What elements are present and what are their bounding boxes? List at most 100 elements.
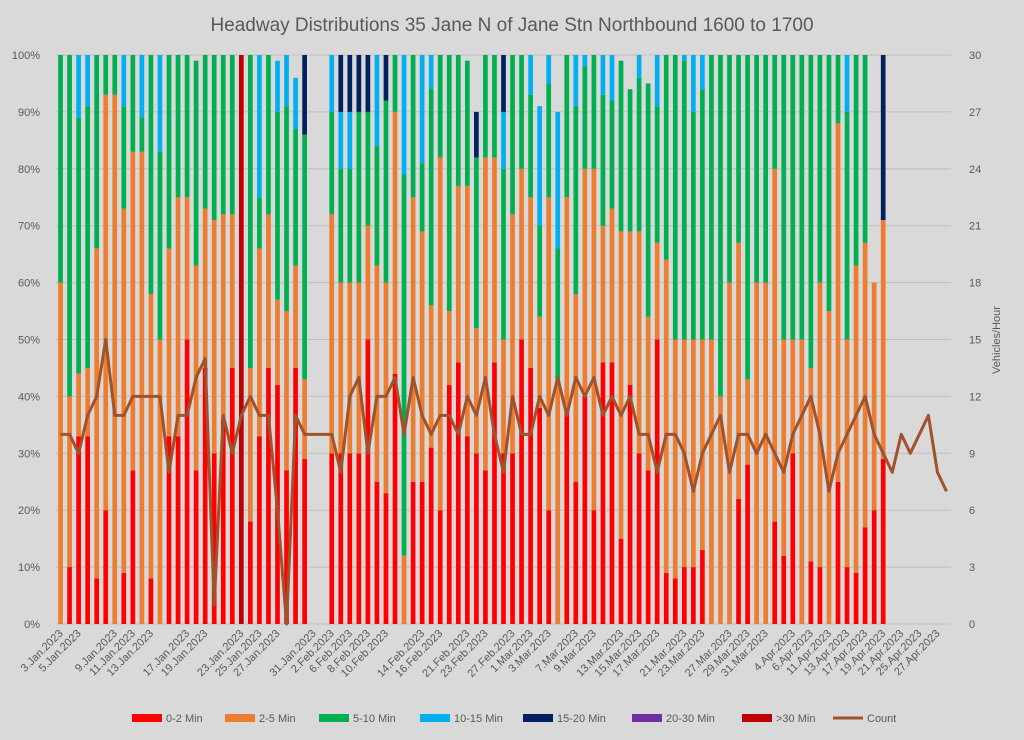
bar-segment <box>844 339 850 568</box>
bar-segment <box>419 163 425 232</box>
bar-segment <box>392 373 398 624</box>
bar-segment <box>157 55 163 152</box>
bar-segment <box>419 55 425 164</box>
legend-swatch <box>632 714 662 722</box>
bar-segment <box>347 453 353 624</box>
bar-segment <box>76 117 81 374</box>
bar-segment <box>202 55 208 209</box>
bar-segment <box>229 55 235 215</box>
bar-segment <box>555 248 561 386</box>
bar-segment <box>76 436 81 624</box>
bar-segment <box>148 578 154 624</box>
bar-segment <box>157 151 163 340</box>
bar-segment <box>329 111 335 215</box>
bar-segment <box>627 385 633 624</box>
y2-tick-label: 27 <box>969 107 981 119</box>
bar-segment <box>103 55 109 95</box>
bar-segment <box>211 453 217 624</box>
bar-segment <box>663 572 669 624</box>
bar-segment <box>157 339 163 624</box>
bar-segment <box>248 55 253 368</box>
bar-segment <box>266 367 271 624</box>
bar-segment <box>383 282 389 494</box>
bar-segment <box>474 453 479 624</box>
bar-segment <box>175 436 181 624</box>
bar-segment <box>419 231 425 482</box>
bar-segment <box>781 555 787 624</box>
bar-segment <box>193 60 199 266</box>
bar-segment <box>790 55 796 340</box>
bar-segment <box>600 55 606 95</box>
y-tick-label: 50% <box>18 335 40 347</box>
y2-tick-label: 24 <box>969 164 981 176</box>
bar-segment <box>121 572 127 624</box>
bar-segment <box>772 55 778 169</box>
bar-segment <box>383 55 389 101</box>
bar-segment <box>121 55 127 107</box>
bar-segment <box>293 265 298 368</box>
bar-segment <box>745 464 750 624</box>
chart-title: Headway Distributions 35 Jane N of Jane … <box>210 15 813 36</box>
bar-segment <box>799 339 805 624</box>
x-axis: 3.Jan.20235.Jan.20239.Jan.202311.Jan.202… <box>19 628 943 680</box>
bar-segment <box>446 55 452 312</box>
bar-segment <box>817 55 823 283</box>
bar-segment <box>175 55 181 198</box>
bar-segment <box>103 94 109 511</box>
bar-segment <box>745 379 750 465</box>
bar-segment <box>275 111 280 300</box>
bar-segment <box>853 55 859 266</box>
bar-segment <box>618 538 624 624</box>
bar-segment <box>564 407 570 624</box>
bar-segment <box>501 453 506 624</box>
bar-segment <box>573 293 579 482</box>
bar-segment <box>672 578 678 624</box>
bar-segment <box>437 510 443 624</box>
bar-segment <box>745 55 750 380</box>
bar-segment <box>483 157 488 471</box>
bar-segment <box>365 339 371 624</box>
bar-segment <box>709 339 714 624</box>
bar-segment <box>582 396 588 624</box>
bar-segment <box>790 339 796 454</box>
bar-segment <box>455 55 461 186</box>
bar-segment <box>844 55 850 112</box>
bar-segment <box>329 55 335 112</box>
y-tick-label: 60% <box>18 278 40 290</box>
bar-segment <box>148 293 154 579</box>
bar-segment <box>519 55 524 169</box>
bar-segment <box>718 396 723 624</box>
stacked-bars <box>58 55 886 625</box>
bar-segment <box>844 567 850 624</box>
bar-segment <box>763 282 769 624</box>
legend-swatch <box>225 714 255 722</box>
bar-segment <box>284 55 289 107</box>
bar-segment <box>446 311 452 386</box>
bar-segment <box>175 197 181 437</box>
bar-segment <box>736 498 741 624</box>
bar-segment <box>365 55 371 112</box>
bar-segment <box>636 453 642 624</box>
bar-segment <box>826 55 832 312</box>
bar-segment <box>211 55 217 221</box>
bar-segment <box>184 55 190 198</box>
bar-segment <box>772 521 778 624</box>
bar-segment <box>627 231 633 386</box>
y2-tick-label: 21 <box>969 221 981 233</box>
bar-segment <box>94 55 100 249</box>
y-tick-label: 40% <box>18 391 40 403</box>
bar-segment <box>862 527 868 624</box>
bar-segment <box>293 128 298 266</box>
y-tick-label: 20% <box>18 505 40 517</box>
bar-segment <box>166 436 172 624</box>
y-tick-label: 0% <box>24 619 40 631</box>
bar-segment <box>67 396 72 568</box>
bar-segment <box>365 225 371 340</box>
bar-segment <box>85 367 90 437</box>
bar-segment <box>835 481 841 624</box>
bar-segment <box>690 567 696 624</box>
bar-segment <box>880 458 886 624</box>
y2-tick-label: 0 <box>969 619 975 631</box>
bar-segment <box>573 106 579 294</box>
y2-tick-label: 18 <box>969 278 981 290</box>
